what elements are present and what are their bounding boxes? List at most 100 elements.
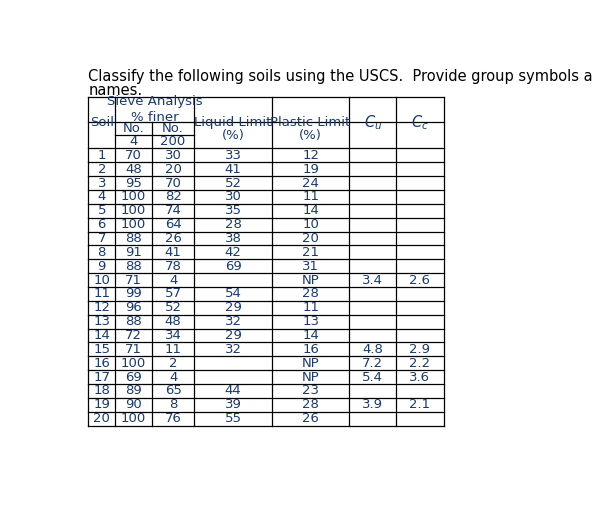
Text: 100: 100: [121, 190, 146, 203]
Text: 91: 91: [125, 246, 142, 259]
Text: 8: 8: [169, 398, 177, 411]
Text: 7.2: 7.2: [362, 357, 383, 370]
Text: 12: 12: [302, 149, 319, 162]
Text: 3.9: 3.9: [362, 398, 383, 411]
Text: 30: 30: [165, 149, 182, 162]
Text: 17: 17: [93, 371, 110, 383]
Text: 70: 70: [165, 177, 182, 189]
Text: 4: 4: [169, 273, 177, 287]
Text: 10: 10: [302, 218, 319, 231]
Text: 5.4: 5.4: [362, 371, 383, 383]
Text: 71: 71: [125, 343, 142, 356]
Text: 7: 7: [97, 232, 106, 245]
Text: No.: No.: [162, 122, 184, 135]
Text: (%): (%): [299, 129, 322, 142]
Text: 23: 23: [302, 385, 319, 397]
Text: 100: 100: [121, 218, 146, 231]
Text: 55: 55: [225, 412, 242, 425]
Text: Classify the following soils using the USCS.  Provide group symbols and group: Classify the following soils using the U…: [88, 69, 594, 84]
Text: 88: 88: [125, 232, 142, 245]
Text: Sieve Analysis
% finer: Sieve Analysis % finer: [107, 95, 203, 124]
Text: 11: 11: [165, 343, 182, 356]
Text: 2.2: 2.2: [409, 357, 431, 370]
Text: 82: 82: [165, 190, 182, 203]
Text: 2.9: 2.9: [409, 343, 431, 356]
Text: 32: 32: [225, 315, 242, 328]
Text: 4.8: 4.8: [362, 343, 383, 356]
Text: 88: 88: [125, 315, 142, 328]
Text: 14: 14: [302, 329, 319, 342]
Text: 78: 78: [165, 260, 182, 273]
Text: 13: 13: [93, 315, 110, 328]
Text: 28: 28: [225, 218, 242, 231]
Text: 42: 42: [225, 246, 242, 259]
Text: 95: 95: [125, 177, 142, 189]
Text: 96: 96: [125, 302, 142, 314]
Text: 10: 10: [93, 273, 110, 287]
Text: 16: 16: [93, 357, 110, 370]
Text: Soil: Soil: [90, 116, 114, 129]
Text: 24: 24: [302, 177, 319, 189]
Text: No.: No.: [123, 122, 144, 135]
Text: 2.1: 2.1: [409, 398, 431, 411]
Text: 65: 65: [165, 385, 182, 397]
Text: 20: 20: [302, 232, 319, 245]
Text: $C_u$: $C_u$: [364, 113, 382, 132]
Text: 19: 19: [93, 398, 110, 411]
Text: 12: 12: [93, 302, 110, 314]
Text: NP: NP: [302, 273, 320, 287]
Text: 4: 4: [169, 371, 177, 383]
Text: 29: 29: [225, 302, 242, 314]
Text: 2: 2: [97, 163, 106, 176]
Text: 3.6: 3.6: [409, 371, 431, 383]
Text: 48: 48: [165, 315, 181, 328]
Text: 4: 4: [129, 135, 138, 148]
Text: 5: 5: [97, 204, 106, 217]
Text: 11: 11: [302, 302, 319, 314]
Text: 100: 100: [121, 412, 146, 425]
Text: $C_c$: $C_c$: [411, 113, 429, 132]
Text: 3: 3: [97, 177, 106, 189]
Text: 14: 14: [93, 329, 110, 342]
Text: 100: 100: [121, 357, 146, 370]
Text: 11: 11: [302, 190, 319, 203]
Text: 26: 26: [165, 232, 182, 245]
Text: 76: 76: [165, 412, 182, 425]
Text: 48: 48: [125, 163, 142, 176]
Text: 28: 28: [302, 398, 319, 411]
Text: 15: 15: [93, 343, 110, 356]
Text: names.: names.: [88, 83, 143, 98]
Text: 21: 21: [302, 246, 319, 259]
Text: 9: 9: [97, 260, 106, 273]
Text: 41: 41: [165, 246, 182, 259]
Text: 54: 54: [225, 287, 242, 301]
Text: 1: 1: [97, 149, 106, 162]
Text: Liquid Limit: Liquid Limit: [194, 116, 272, 129]
Text: 20: 20: [165, 163, 182, 176]
Text: 3.4: 3.4: [362, 273, 383, 287]
Text: 69: 69: [125, 371, 142, 383]
Text: 2: 2: [169, 357, 178, 370]
Text: 41: 41: [225, 163, 242, 176]
Text: 72: 72: [125, 329, 142, 342]
Text: 90: 90: [125, 398, 142, 411]
Text: 39: 39: [225, 398, 242, 411]
Text: 99: 99: [125, 287, 142, 301]
Text: (%): (%): [222, 129, 245, 142]
Text: 4: 4: [97, 190, 106, 203]
Text: 29: 29: [225, 329, 242, 342]
Text: NP: NP: [302, 357, 320, 370]
Text: 200: 200: [160, 135, 186, 148]
Text: 2.6: 2.6: [409, 273, 431, 287]
Text: 70: 70: [125, 149, 142, 162]
Text: 44: 44: [225, 385, 242, 397]
Text: 88: 88: [125, 260, 142, 273]
Text: 26: 26: [302, 412, 319, 425]
Text: 30: 30: [225, 190, 242, 203]
Text: 71: 71: [125, 273, 142, 287]
Text: NP: NP: [302, 371, 320, 383]
Text: 16: 16: [302, 343, 319, 356]
Text: 74: 74: [165, 204, 182, 217]
Text: 38: 38: [225, 232, 242, 245]
Text: 13: 13: [302, 315, 319, 328]
